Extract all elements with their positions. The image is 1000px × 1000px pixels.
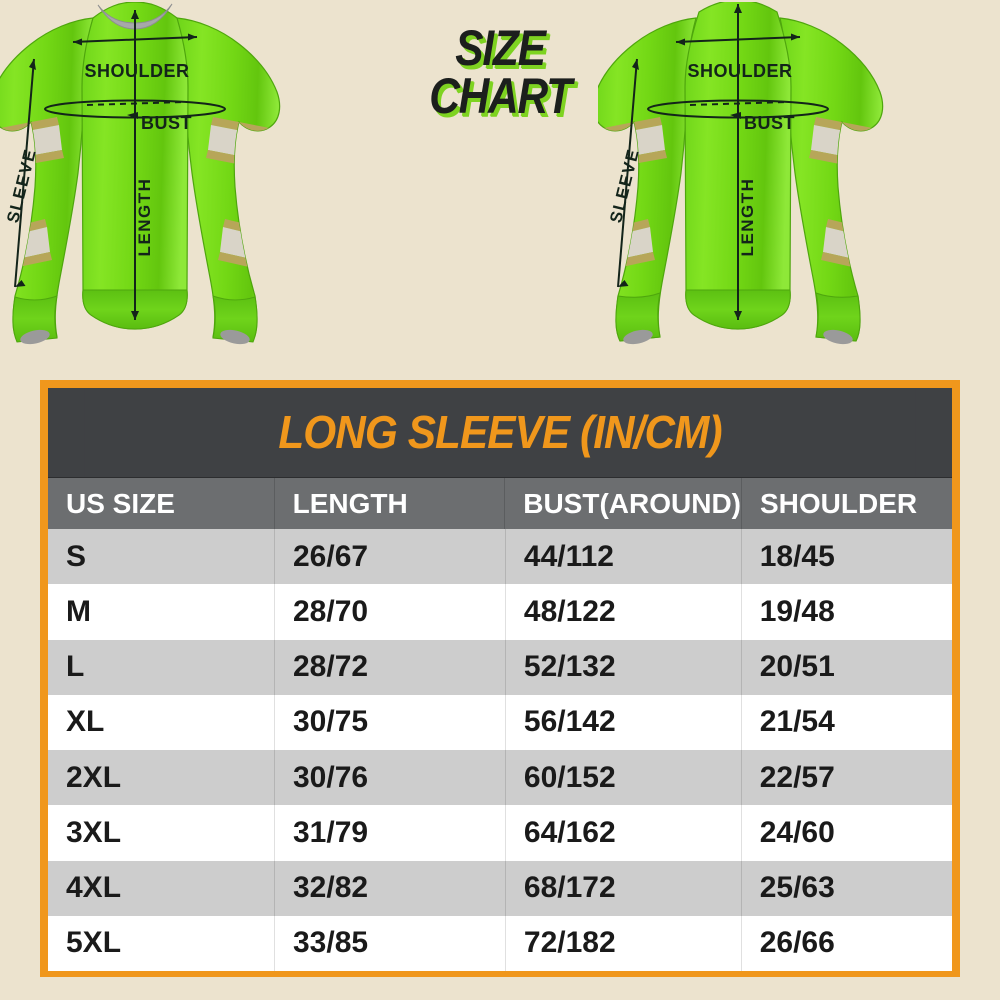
- svg-text:LENGTH: LENGTH: [135, 178, 154, 257]
- svg-text:SHOULDER: SHOULDER: [687, 61, 792, 81]
- svg-text:BUST: BUST: [141, 113, 192, 133]
- svg-text:BUST: BUST: [744, 113, 795, 133]
- svg-text:LENGTH: LENGTH: [738, 178, 757, 257]
- svg-text:SHOULDER: SHOULDER: [84, 61, 189, 81]
